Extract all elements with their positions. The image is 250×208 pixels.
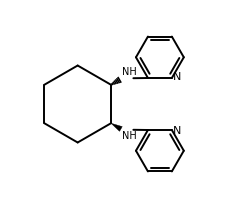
Text: N: N <box>172 72 181 82</box>
Text: NH: NH <box>122 67 136 77</box>
Text: NH: NH <box>122 131 136 141</box>
Polygon shape <box>110 123 122 131</box>
Text: N: N <box>172 126 181 136</box>
